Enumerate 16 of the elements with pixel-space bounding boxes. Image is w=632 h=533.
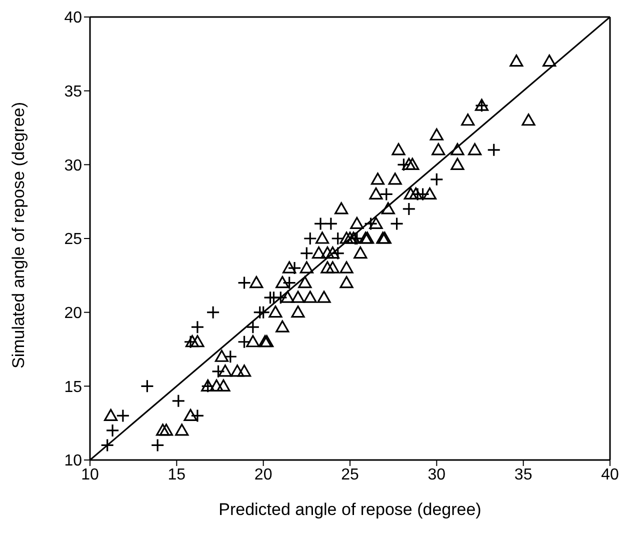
y-tick-label: 25 <box>64 231 82 248</box>
y-tick-label: 35 <box>64 84 82 101</box>
y-tick-label: 20 <box>64 305 82 322</box>
x-tick-label: 20 <box>254 466 272 484</box>
x-tick-label: 40 <box>601 466 619 484</box>
y-tick-label: 10 <box>64 452 82 470</box>
x-tick-label: 35 <box>514 466 532 484</box>
x-tick-label: 10 <box>81 466 99 484</box>
y-tick-label: 40 <box>64 10 82 27</box>
y-tick-label: 15 <box>64 378 82 396</box>
y-tick-label: 30 <box>64 157 82 174</box>
x-tick-label: 30 <box>428 466 446 484</box>
x-tick-label: 25 <box>341 466 359 484</box>
x-axis-title: Predicted angle of repose (degree) <box>218 500 482 519</box>
x-tick-label: 15 <box>168 466 186 484</box>
y-axis-title: Simulated angle of repose (degree) <box>9 102 28 368</box>
